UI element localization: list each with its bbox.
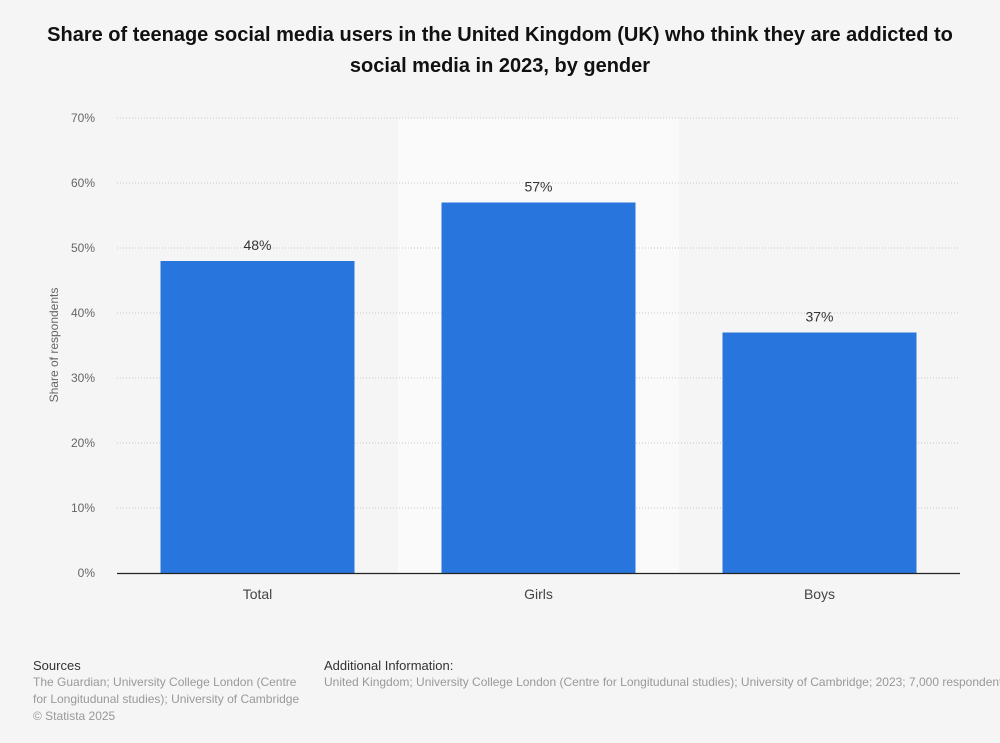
x-tick-label: Girls	[524, 586, 553, 602]
y-tick-label: 70%	[71, 111, 95, 125]
y-axis-label: Share of respondents	[47, 287, 61, 403]
sources-line-1: The Guardian; University College London …	[33, 675, 297, 689]
y-tick-label: 50%	[71, 241, 95, 255]
additional-info-heading: Additional Information:	[324, 658, 454, 673]
y-tick-label: 10%	[71, 501, 95, 515]
bar-boys	[722, 332, 917, 573]
y-tick-label: 60%	[71, 176, 95, 190]
x-tick-label: Total	[243, 586, 273, 602]
y-tick-label: 0%	[78, 566, 96, 580]
sources-heading: Sources	[33, 658, 81, 673]
additional-info-text: United Kingdom; University College Londo…	[324, 675, 1000, 689]
sources-line-2: for Longitudunal studies); University of…	[33, 692, 300, 706]
data-label: 37%	[805, 309, 833, 325]
additional-info-block: Additional Information: United Kingdom; …	[324, 657, 1000, 691]
y-tick-label: 40%	[71, 306, 95, 320]
y-tick-label: 30%	[71, 371, 95, 385]
y-tick-label: 20%	[71, 436, 95, 450]
x-tick-label: Boys	[804, 586, 835, 602]
sources-block: Sources The Guardian; University College…	[33, 657, 299, 725]
chart-title: Share of teenage social media users in t…	[47, 24, 953, 77]
data-label: 57%	[524, 179, 552, 195]
copyright: © Statista 2025	[33, 709, 116, 723]
bar-total	[160, 261, 355, 573]
data-label: 48%	[243, 237, 271, 253]
bar-girls	[441, 202, 636, 573]
